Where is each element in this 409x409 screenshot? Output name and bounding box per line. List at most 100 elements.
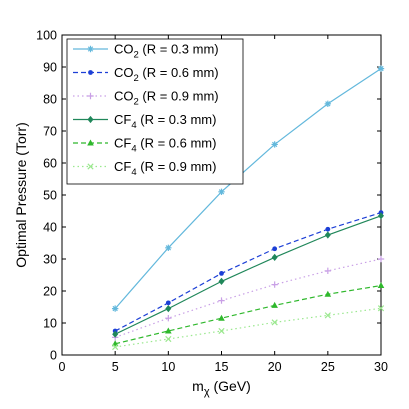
- data-point: [377, 65, 385, 72]
- data-point: [165, 305, 172, 313]
- legend-label-sub: 2: [134, 50, 139, 61]
- y-axis-label: Optimal Pressure (Torr): [13, 122, 29, 267]
- legend-entry: CF4 (R = 0.3 mm): [73, 112, 216, 131]
- legend-label: CF4 (R = 0.9 mm): [114, 159, 216, 178]
- data-point: [218, 188, 225, 195]
- data-point: [378, 212, 384, 220]
- legend-marker: [87, 115, 94, 124]
- legend-label-sub: 2: [134, 97, 139, 108]
- data-point: [377, 255, 385, 263]
- data-point: [165, 300, 171, 306]
- legend-label-sub: 4: [131, 144, 136, 155]
- x-label-main: m: [192, 378, 204, 394]
- legend-label: CF4 (R = 0.3 mm): [114, 112, 216, 131]
- legend-marker: [87, 163, 94, 170]
- x-tick-label: 5: [112, 360, 119, 374]
- data-point: [377, 305, 385, 312]
- data-point: [324, 290, 332, 297]
- legend-marker: [87, 45, 94, 53]
- data-point: [165, 315, 172, 322]
- data-point: [111, 305, 119, 312]
- legend-label-rest: (R = 0.3 mm): [139, 42, 219, 57]
- data-point: [325, 226, 331, 232]
- data-point: [324, 312, 331, 319]
- legend-entry: CF4 (R = 0.9 mm): [73, 159, 216, 178]
- data-point: [271, 301, 278, 308]
- legend-marker: [87, 139, 94, 146]
- legend-entry: CO2 (R = 0.9 mm): [73, 89, 219, 108]
- x-tick-label: 20: [268, 360, 282, 374]
- data-point: [272, 246, 278, 252]
- x-axis-ticks: 0 5 10 15 20 25 30: [59, 35, 388, 374]
- y-tick-label: 20: [43, 285, 57, 299]
- data-point: [218, 297, 225, 304]
- y-tick-label: 50: [43, 189, 57, 203]
- x-tick-label: 0: [59, 360, 66, 374]
- data-point: [112, 343, 119, 351]
- data-point: [165, 335, 172, 343]
- y-tick-label: 80: [43, 93, 57, 107]
- series-line: [114, 212, 382, 332]
- legend-label-main: CO: [114, 89, 134, 104]
- data-point: [377, 282, 385, 289]
- x-label-sub: χ: [204, 386, 210, 398]
- data-point: [271, 281, 278, 288]
- series-1: [111, 65, 385, 312]
- y-axis-ticks: 0 10 20 30 40 50 60 70 80 90 100: [36, 29, 381, 363]
- x-tick-label: 25: [321, 360, 335, 374]
- data-point: [165, 327, 172, 334]
- x-tick-label: 15: [215, 360, 229, 374]
- legend-entry: CO2 (R = 0.6 mm): [73, 65, 219, 84]
- legend-label-sub: 4: [131, 167, 136, 178]
- legend-label-rest: (R = 0.3 mm): [137, 112, 217, 127]
- legend-label-rest: (R = 0.9 mm): [137, 159, 217, 174]
- data-point: [218, 314, 225, 321]
- legend-label-sub: 2: [134, 73, 139, 84]
- series-layer: [111, 65, 385, 351]
- data-point: [165, 244, 172, 251]
- legend-label-rest: (R = 0.9 mm): [139, 89, 219, 104]
- y-tick-label: 70: [43, 125, 57, 139]
- legend-label-main: CF: [114, 136, 131, 151]
- series-6: [112, 305, 385, 351]
- legend-label: CO2 (R = 0.9 mm): [114, 89, 219, 108]
- data-point: [271, 319, 278, 326]
- legend-entry: CO2 (R = 0.3 mm): [73, 42, 219, 61]
- y-tick-label: 40: [43, 221, 57, 235]
- series-line: [114, 215, 382, 335]
- data-point: [271, 141, 278, 148]
- x-label-rest: (GeV): [210, 378, 251, 394]
- y-tick-label: 100: [36, 29, 57, 43]
- data-point: [112, 330, 119, 338]
- legend-entry: CF4 (R = 0.6 mm): [73, 136, 216, 155]
- y-tick-label: 0: [50, 349, 57, 363]
- legend-label: CO2 (R = 0.3 mm): [114, 42, 219, 61]
- y-tick-label: 60: [43, 157, 57, 171]
- legend-box: [66, 38, 244, 185]
- legend-label-rest: (R = 0.6 mm): [139, 65, 219, 80]
- data-point: [219, 271, 224, 276]
- y-tick-label: 30: [43, 253, 57, 267]
- legend-marker: [88, 70, 93, 75]
- legend-marker: [87, 92, 94, 100]
- legend-label-main: CO: [114, 65, 134, 80]
- legend: CO2 (R = 0.3 mm)CO2 (R = 0.6 mm)CO2 (R =…: [66, 38, 244, 185]
- data-point: [324, 100, 332, 107]
- data-point: [271, 253, 278, 261]
- series-line: [114, 68, 382, 309]
- y-tick-label: 90: [43, 61, 57, 75]
- data-point: [324, 267, 332, 275]
- legend-label-main: CF: [114, 159, 131, 174]
- legend-label: CO2 (R = 0.6 mm): [114, 65, 219, 84]
- data-point: [324, 231, 331, 239]
- series-line: [115, 284, 382, 345]
- x-tick-label: 10: [161, 360, 175, 374]
- legend-label-main: CF: [114, 112, 131, 127]
- x-axis-label: mχ (GeV): [192, 378, 251, 398]
- data-point: [218, 277, 225, 285]
- legend-label: CF4 (R = 0.6 mm): [114, 136, 216, 155]
- y-tick-label: 10: [43, 317, 57, 331]
- x-tick-label: 30: [374, 360, 388, 374]
- data-point: [218, 327, 225, 335]
